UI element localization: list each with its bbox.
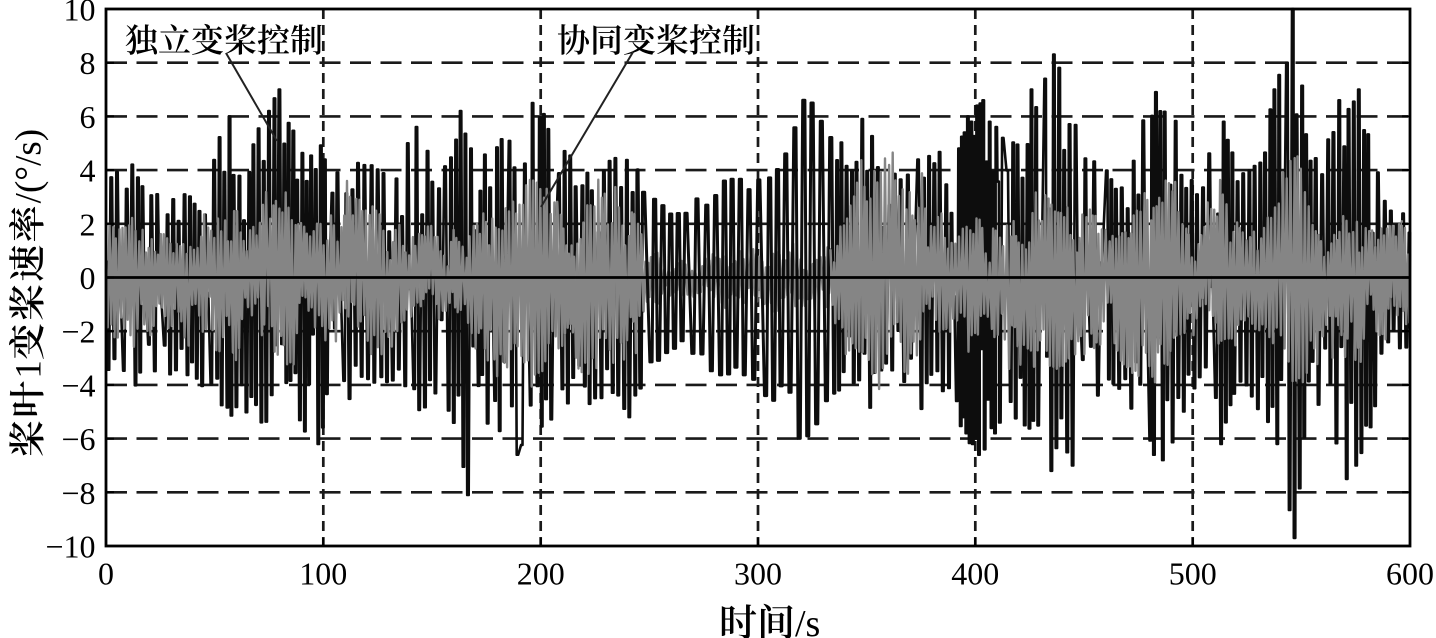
svg-text:400: 400	[951, 556, 999, 592]
svg-text:4: 4	[80, 153, 96, 189]
svg-text:10: 10	[64, 0, 96, 28]
svg-text:200: 200	[517, 556, 565, 592]
svg-text:300: 300	[734, 556, 782, 592]
svg-text:−2: −2	[61, 314, 95, 350]
svg-text:/s: /s	[795, 603, 820, 638]
svg-text:8: 8	[80, 45, 96, 81]
svg-text:500: 500	[1169, 556, 1217, 592]
svg-text:1: 1	[9, 360, 50, 379]
svg-text:600: 600	[1386, 556, 1434, 592]
svg-text:−6: −6	[61, 421, 95, 457]
svg-text:/(°/s): /(°/s)	[9, 129, 50, 203]
svg-text:−8: −8	[61, 475, 95, 511]
svg-text:−10: −10	[45, 529, 95, 565]
svg-text:2: 2	[80, 206, 96, 242]
svg-text:100: 100	[299, 556, 347, 592]
svg-text:0: 0	[80, 260, 96, 296]
svg-text:−4: −4	[61, 367, 95, 403]
svg-text:6: 6	[80, 99, 96, 135]
svg-text:0: 0	[98, 556, 114, 592]
